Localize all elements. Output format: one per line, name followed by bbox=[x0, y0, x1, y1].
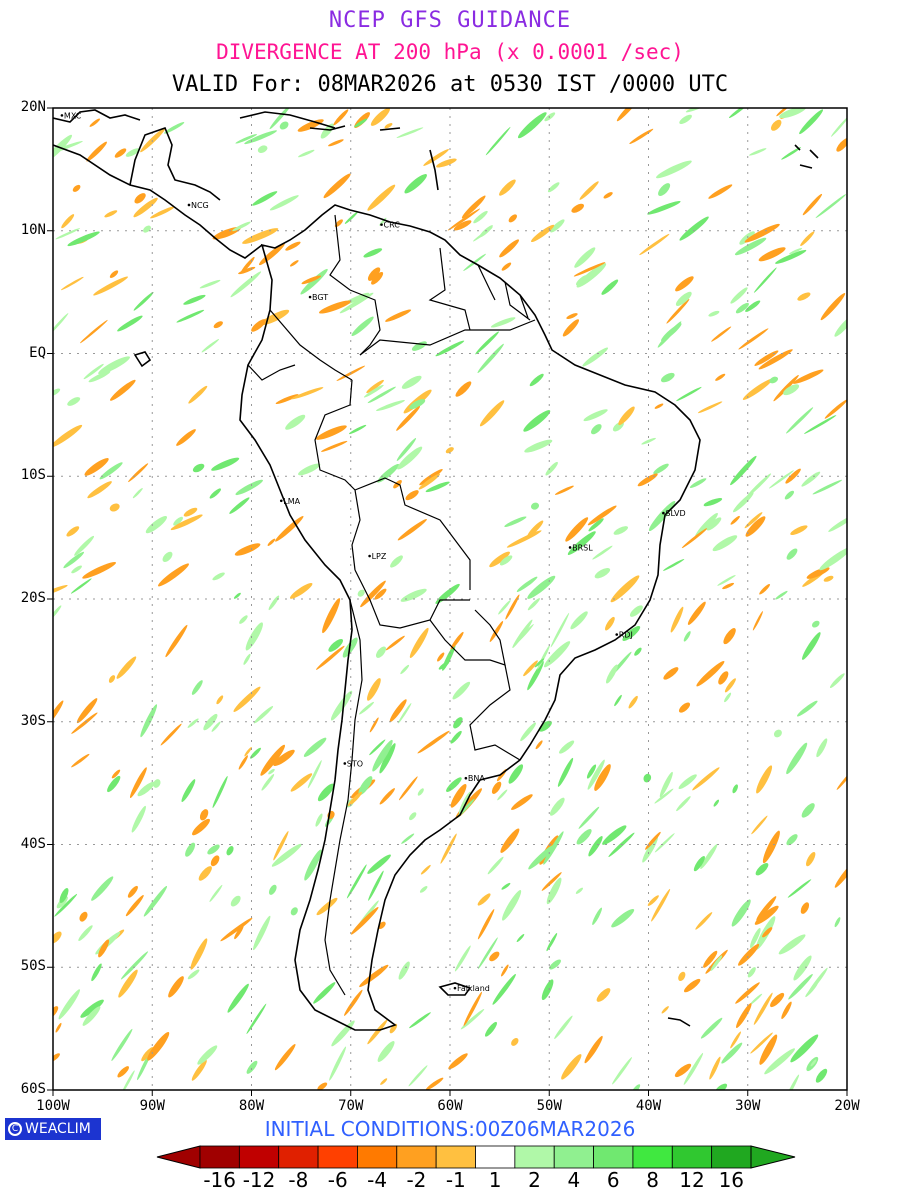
scale-swatch bbox=[712, 1146, 751, 1168]
lat-label: 20N bbox=[0, 99, 46, 115]
scale-left-arrow bbox=[157, 1146, 200, 1168]
city-dot bbox=[662, 512, 665, 515]
city-label: CRC bbox=[384, 221, 401, 230]
scale-label: 4 bbox=[554, 1168, 594, 1192]
scale-swatch bbox=[476, 1146, 515, 1168]
scale-label: 16 bbox=[711, 1168, 751, 1192]
scale-swatch bbox=[515, 1146, 554, 1168]
lat-label: 20S bbox=[0, 590, 46, 606]
lat-label: 40S bbox=[0, 836, 46, 852]
scale-label: 8 bbox=[633, 1168, 673, 1192]
scale-label: -4 bbox=[357, 1168, 397, 1192]
city-label: Falkland bbox=[457, 984, 490, 993]
city-label: MXC bbox=[64, 111, 82, 120]
scale-swatch bbox=[239, 1146, 278, 1168]
scale-label: -12 bbox=[239, 1168, 279, 1192]
city-dot bbox=[615, 633, 618, 636]
scale-label: -8 bbox=[278, 1168, 318, 1192]
city-dot bbox=[569, 546, 572, 549]
scale-label: 6 bbox=[593, 1168, 633, 1192]
color-scale-bar bbox=[157, 1146, 795, 1168]
city-label: BNA bbox=[468, 774, 485, 783]
city-label: LMA bbox=[283, 497, 300, 506]
map-background bbox=[53, 108, 847, 1090]
lat-label: 10S bbox=[0, 467, 46, 483]
city-label: SLVD bbox=[665, 509, 685, 518]
lon-label: 60W bbox=[425, 1098, 475, 1114]
scale-swatch bbox=[436, 1146, 475, 1168]
lon-label: 20W bbox=[822, 1098, 872, 1114]
city-label: LPZ bbox=[372, 552, 387, 561]
city-label: BRSL bbox=[572, 543, 593, 552]
scale-swatch bbox=[594, 1146, 633, 1168]
lon-label: 30W bbox=[723, 1098, 773, 1114]
lon-label: 40W bbox=[624, 1098, 674, 1114]
scale-swatch bbox=[397, 1146, 436, 1168]
lat-label: 60S bbox=[0, 1081, 46, 1097]
lat-label: 30S bbox=[0, 713, 46, 729]
scale-label: -1 bbox=[436, 1168, 476, 1192]
scale-label: -16 bbox=[200, 1168, 240, 1192]
lat-label: 50S bbox=[0, 958, 46, 974]
color-scale-labels: -16 -12 -8 -6 -4 -2 -1 1 2 4 6 8 12 16 bbox=[0, 1168, 900, 1194]
city-dot bbox=[188, 204, 191, 207]
city-dot bbox=[280, 500, 283, 503]
scale-label: 2 bbox=[515, 1168, 555, 1192]
city-label: BGT bbox=[312, 293, 328, 302]
scale-swatch bbox=[357, 1146, 396, 1168]
scale-swatch bbox=[672, 1146, 711, 1168]
scale-swatch bbox=[554, 1146, 593, 1168]
city-dot bbox=[454, 987, 457, 990]
lat-label: EQ bbox=[0, 345, 46, 361]
city-dot bbox=[343, 762, 346, 765]
scale-swatch bbox=[279, 1146, 318, 1168]
city-dot bbox=[61, 114, 64, 117]
lon-label: 90W bbox=[127, 1098, 177, 1114]
city-dot bbox=[380, 223, 383, 226]
scale-label: 12 bbox=[672, 1168, 712, 1192]
scale-label: -6 bbox=[318, 1168, 358, 1192]
lat-label: 10N bbox=[0, 222, 46, 238]
scale-swatch bbox=[200, 1146, 239, 1168]
scale-swatch bbox=[633, 1146, 672, 1168]
city-label: RDJ bbox=[619, 631, 633, 640]
city-dot bbox=[368, 555, 371, 558]
lon-label: 70W bbox=[326, 1098, 376, 1114]
city-dot bbox=[465, 777, 468, 780]
scale-swatch bbox=[318, 1146, 357, 1168]
city-label: NCG bbox=[191, 201, 209, 210]
lon-label: 100W bbox=[28, 1098, 78, 1114]
initial-conditions: INITIAL CONDITIONS:00Z06MAR2026 bbox=[0, 1117, 900, 1141]
lon-label: 80W bbox=[227, 1098, 277, 1114]
scale-label: 1 bbox=[475, 1168, 515, 1192]
city-dot bbox=[309, 296, 312, 299]
scale-label: -2 bbox=[396, 1168, 436, 1192]
city-label: STO bbox=[347, 759, 363, 768]
scale-right-arrow bbox=[751, 1146, 795, 1168]
lon-label: 50W bbox=[524, 1098, 574, 1114]
